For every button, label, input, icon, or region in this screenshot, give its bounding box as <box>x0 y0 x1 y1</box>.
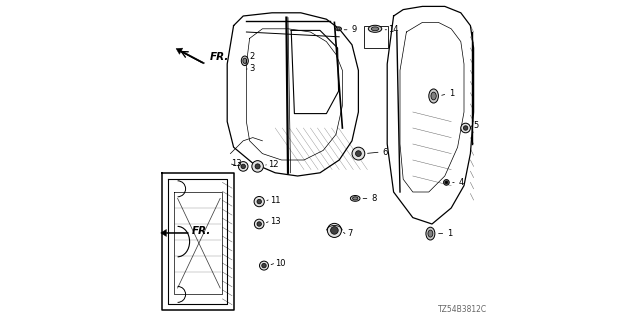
Text: 7: 7 <box>347 229 352 238</box>
Text: FR.: FR. <box>191 226 211 236</box>
Circle shape <box>260 261 269 270</box>
Circle shape <box>252 161 264 172</box>
FancyArrow shape <box>161 229 188 236</box>
Text: 10: 10 <box>275 259 286 268</box>
Circle shape <box>257 199 262 204</box>
Ellipse shape <box>243 58 247 63</box>
Ellipse shape <box>351 196 360 201</box>
Ellipse shape <box>429 89 438 103</box>
Text: 4: 4 <box>459 178 464 187</box>
Circle shape <box>445 181 448 184</box>
Circle shape <box>444 180 449 185</box>
Ellipse shape <box>353 197 358 200</box>
Text: 8: 8 <box>371 194 377 203</box>
Ellipse shape <box>241 56 248 66</box>
Text: 1: 1 <box>447 229 452 238</box>
Ellipse shape <box>428 230 433 237</box>
FancyArrow shape <box>176 48 204 64</box>
Text: 12: 12 <box>268 160 278 169</box>
Circle shape <box>238 162 248 171</box>
Circle shape <box>463 126 468 130</box>
Circle shape <box>254 219 264 229</box>
Ellipse shape <box>426 227 435 240</box>
Text: 11: 11 <box>270 196 280 204</box>
Text: 1: 1 <box>449 89 454 98</box>
Circle shape <box>356 151 361 156</box>
Circle shape <box>254 196 264 207</box>
Ellipse shape <box>371 27 379 31</box>
Text: 6: 6 <box>383 148 388 156</box>
Text: 14: 14 <box>388 25 399 34</box>
Text: 13: 13 <box>231 159 241 168</box>
Ellipse shape <box>336 27 342 31</box>
Circle shape <box>461 123 470 133</box>
Circle shape <box>327 223 342 237</box>
Text: 5: 5 <box>474 121 479 130</box>
Ellipse shape <box>431 92 436 100</box>
Circle shape <box>330 227 338 234</box>
Circle shape <box>262 263 266 268</box>
Text: FR.: FR. <box>210 52 229 62</box>
Circle shape <box>257 222 262 226</box>
Ellipse shape <box>337 28 340 30</box>
Text: 2: 2 <box>249 52 254 61</box>
Circle shape <box>241 164 246 169</box>
Text: 13: 13 <box>270 217 281 226</box>
Text: 3: 3 <box>249 64 254 73</box>
Ellipse shape <box>368 25 382 32</box>
Text: 9: 9 <box>352 25 357 34</box>
Text: TZ54B3812C: TZ54B3812C <box>438 305 488 314</box>
Circle shape <box>255 164 260 169</box>
Circle shape <box>352 147 365 160</box>
